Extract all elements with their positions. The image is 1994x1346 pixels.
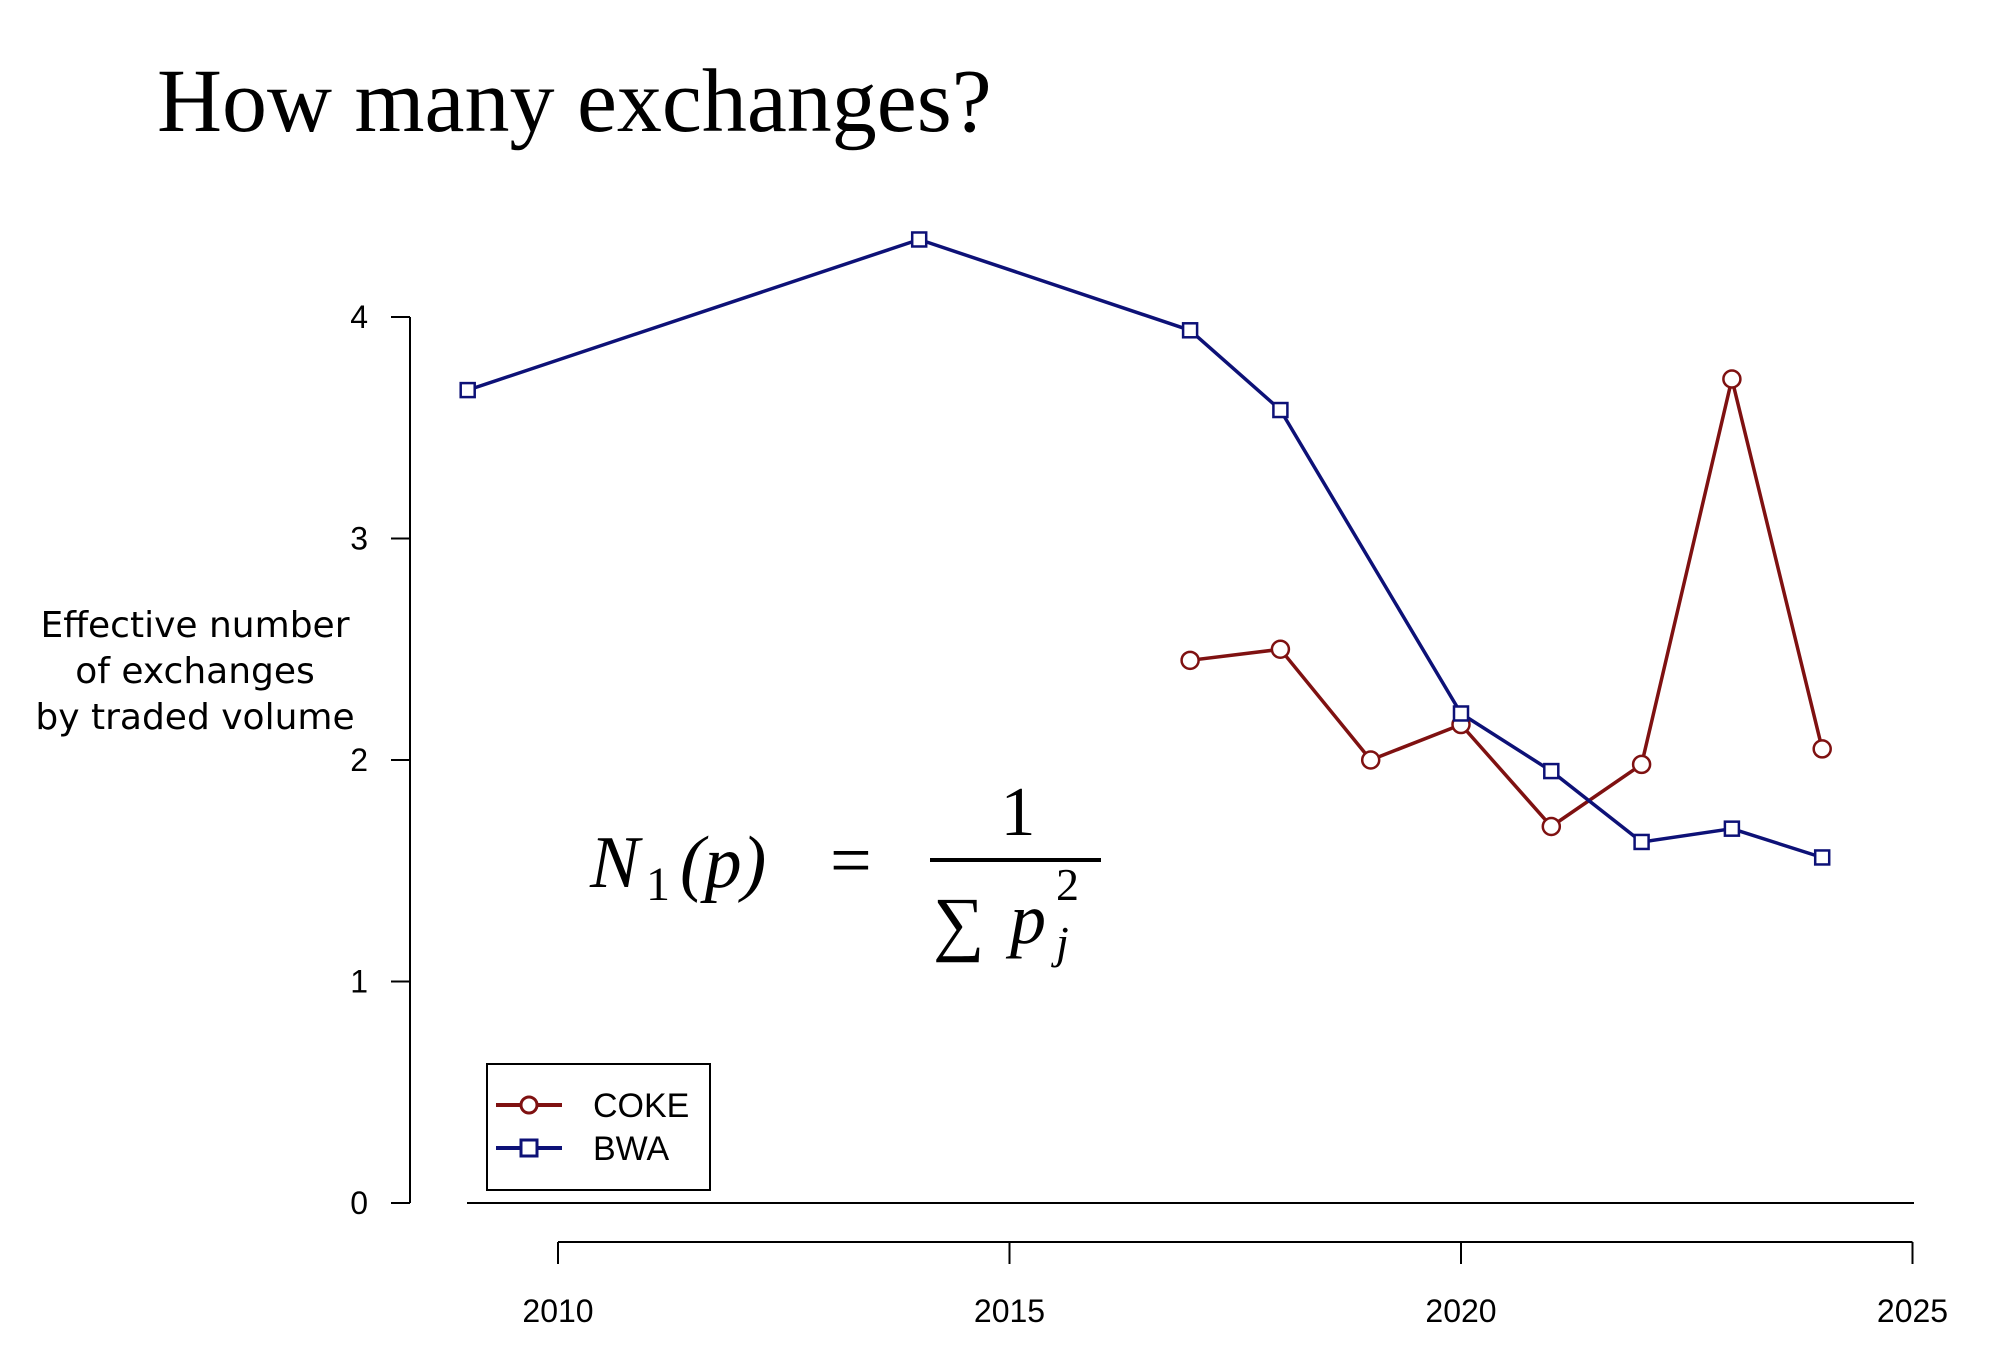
series-markers — [459, 231, 1832, 866]
data-point-bwa — [1633, 833, 1650, 851]
formula-lhs-symbol: N — [589, 822, 643, 904]
formula-sum-symbol: ∑ — [933, 883, 984, 963]
y-tick-label: 2 — [350, 742, 368, 778]
legend-box — [486, 1063, 711, 1191]
legend: COKE BWA — [486, 1063, 711, 1191]
data-point-coke — [1270, 639, 1291, 659]
data-point-coke — [1360, 750, 1381, 770]
x-tick-label: 2025 — [1877, 1293, 1948, 1329]
y-tick-label: 1 — [350, 964, 368, 1000]
formula-lhs-arg: (p) — [680, 822, 766, 904]
formula-lhs-subscript: 1 — [646, 858, 670, 911]
data-point-bwa — [1181, 322, 1199, 339]
formula-numerator: 1 — [1001, 774, 1036, 851]
series-lines — [467, 237, 1824, 860]
legend-label-coke: COKE — [593, 1087, 689, 1125]
legend-marker-coke — [519, 1095, 539, 1115]
data-point-coke — [1812, 739, 1832, 759]
data-point-coke — [1631, 754, 1652, 775]
formula-denominator-superscript: 2 — [1056, 859, 1079, 910]
series-line-bwa — [467, 237, 1823, 860]
formula-equals: = — [830, 820, 872, 902]
data-point-bwa — [910, 231, 928, 248]
data-point-coke — [1180, 650, 1200, 671]
data-point-bwa — [1723, 820, 1741, 837]
y-tick-label: 4 — [350, 299, 368, 335]
data-point-bwa — [459, 381, 476, 399]
y-tick-label: 0 — [350, 1185, 368, 1221]
data-point-coke — [1541, 816, 1562, 837]
y-axis-label-line: by traded volume — [35, 697, 355, 738]
legend-marker-bwa — [519, 1138, 539, 1158]
y-axis-label-line: Effective number — [40, 605, 350, 646]
data-point-bwa — [1272, 401, 1289, 419]
x-tick-label: 2015 — [974, 1293, 1045, 1329]
formula: N 1 (p) = 1 ∑ p 2 j — [589, 774, 1101, 968]
legend-label-bwa: BWA — [593, 1130, 670, 1168]
y-axis-label-line: of exchanges — [75, 651, 315, 692]
data-point-bwa — [1452, 705, 1470, 722]
y-tick-label: 3 — [350, 521, 368, 557]
formula-denominator-variable: p — [1005, 879, 1046, 959]
y-axis-label: Effective number of exchanges by traded … — [15, 603, 375, 741]
formula-denominator-subscript: j — [1051, 917, 1069, 968]
slide-title: How many exchanges? — [157, 52, 992, 151]
data-point-bwa — [1813, 849, 1831, 866]
data-point-coke — [1722, 369, 1742, 389]
data-point-bwa — [1543, 762, 1560, 780]
series-line-coke — [1189, 377, 1824, 829]
x-tick-label: 2020 — [1425, 1293, 1496, 1329]
x-tick-label: 2010 — [522, 1293, 593, 1329]
